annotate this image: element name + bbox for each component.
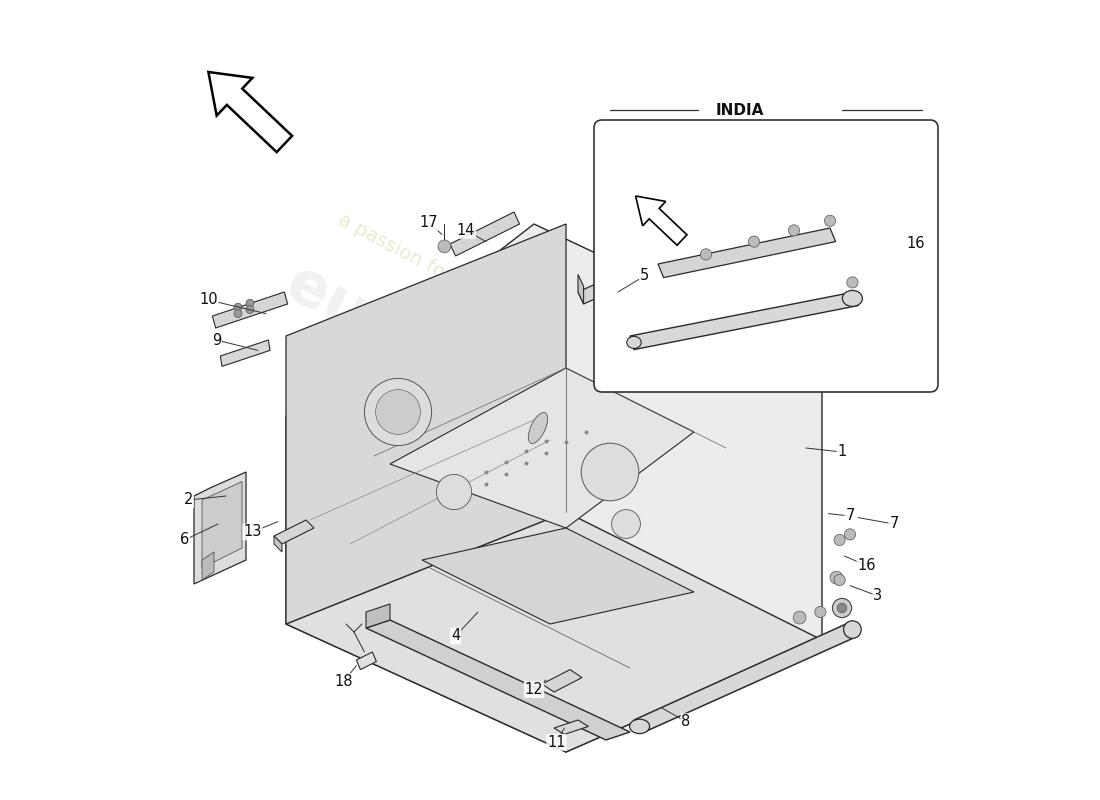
- Ellipse shape: [629, 719, 650, 734]
- Circle shape: [246, 299, 254, 307]
- Polygon shape: [202, 552, 215, 580]
- Polygon shape: [658, 228, 836, 278]
- Text: 16: 16: [906, 237, 924, 251]
- Ellipse shape: [627, 336, 641, 349]
- FancyArrow shape: [636, 196, 688, 246]
- Polygon shape: [286, 512, 822, 752]
- Polygon shape: [274, 536, 282, 552]
- FancyArrow shape: [208, 72, 293, 152]
- Circle shape: [834, 574, 845, 586]
- Text: 8: 8: [681, 714, 691, 729]
- Text: 14: 14: [456, 223, 475, 238]
- Circle shape: [438, 240, 451, 253]
- Circle shape: [789, 225, 800, 236]
- Polygon shape: [286, 224, 566, 624]
- Text: a passion for parts since 1985: a passion for parts since 1985: [336, 210, 605, 366]
- Text: 17: 17: [419, 215, 438, 230]
- Polygon shape: [542, 670, 582, 692]
- Text: 2: 2: [184, 493, 194, 507]
- Polygon shape: [366, 620, 630, 740]
- Ellipse shape: [528, 413, 548, 443]
- Text: 16: 16: [858, 558, 876, 573]
- Polygon shape: [450, 212, 519, 256]
- Circle shape: [375, 390, 420, 434]
- Circle shape: [364, 378, 431, 446]
- Polygon shape: [634, 624, 858, 732]
- Circle shape: [234, 303, 242, 311]
- Circle shape: [847, 277, 858, 288]
- Polygon shape: [578, 252, 672, 304]
- Text: 7: 7: [889, 517, 899, 531]
- Polygon shape: [630, 292, 858, 350]
- Text: 12: 12: [525, 682, 543, 697]
- Polygon shape: [422, 528, 694, 624]
- Polygon shape: [286, 224, 822, 752]
- Polygon shape: [366, 604, 390, 628]
- Text: 1: 1: [837, 445, 847, 459]
- Circle shape: [845, 529, 856, 540]
- Text: 13: 13: [243, 525, 262, 539]
- Circle shape: [748, 236, 760, 247]
- Circle shape: [612, 510, 640, 538]
- Polygon shape: [390, 368, 694, 528]
- Text: 6: 6: [179, 533, 189, 547]
- Circle shape: [830, 571, 843, 584]
- Polygon shape: [274, 520, 313, 544]
- Polygon shape: [194, 472, 246, 584]
- Text: 7: 7: [845, 509, 855, 523]
- Polygon shape: [220, 340, 270, 366]
- Text: 11: 11: [547, 735, 565, 750]
- Text: 9: 9: [212, 333, 221, 347]
- Polygon shape: [578, 274, 584, 304]
- Circle shape: [834, 534, 845, 546]
- Circle shape: [581, 443, 639, 501]
- Text: 10: 10: [199, 293, 218, 307]
- Circle shape: [837, 603, 847, 613]
- Circle shape: [824, 215, 836, 226]
- Polygon shape: [212, 292, 287, 328]
- Polygon shape: [718, 292, 834, 368]
- Text: INDIA: INDIA: [716, 103, 763, 118]
- FancyBboxPatch shape: [594, 120, 938, 392]
- Text: 18: 18: [334, 674, 353, 689]
- Circle shape: [437, 474, 472, 510]
- Circle shape: [234, 310, 242, 318]
- Circle shape: [793, 611, 806, 624]
- Circle shape: [701, 249, 712, 260]
- Ellipse shape: [844, 621, 861, 638]
- Circle shape: [815, 606, 826, 618]
- Text: eurocarparts: eurocarparts: [276, 254, 696, 514]
- Text: 4: 4: [451, 629, 460, 643]
- Circle shape: [246, 306, 254, 314]
- Polygon shape: [718, 308, 842, 382]
- Ellipse shape: [843, 290, 862, 306]
- Polygon shape: [356, 652, 376, 670]
- Text: 5: 5: [640, 269, 649, 283]
- Polygon shape: [202, 482, 242, 568]
- Polygon shape: [554, 720, 588, 734]
- Text: 3: 3: [873, 589, 882, 603]
- Circle shape: [833, 598, 851, 618]
